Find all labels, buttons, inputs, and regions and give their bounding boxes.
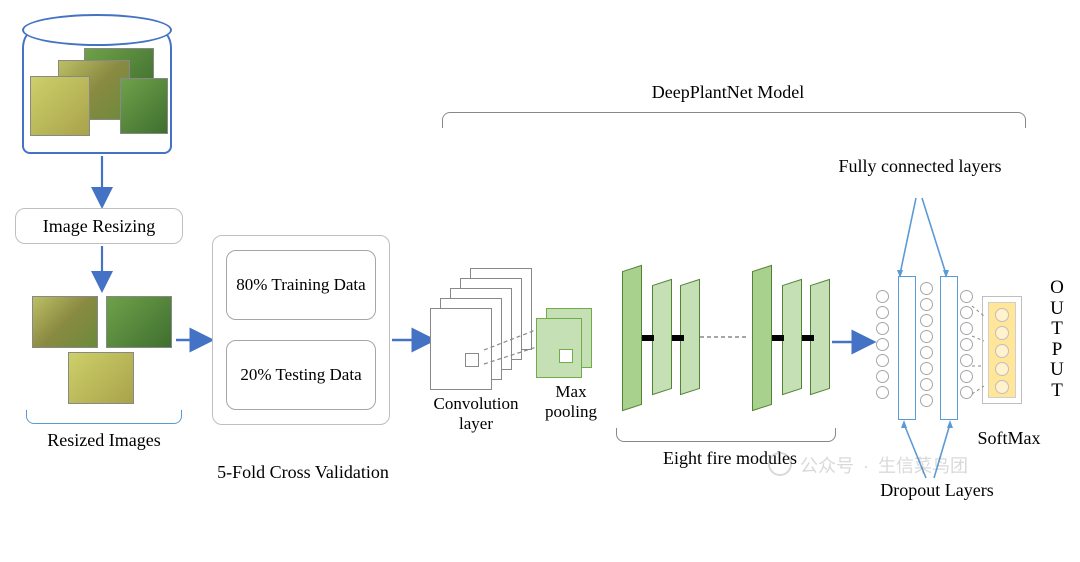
fc-bar-1 — [898, 276, 916, 420]
dropout-label: Dropout Layers — [852, 480, 1022, 501]
test-label: 20% Testing Data — [240, 365, 361, 385]
node-l-4 — [876, 338, 889, 351]
fire-conn-2a — [772, 335, 784, 341]
cv-title: 5-Fold Cross Validation — [198, 462, 408, 483]
fc-pointer-lines — [880, 198, 970, 278]
output-u1: U — [1042, 299, 1072, 320]
dashed-fc-lines — [972, 296, 986, 404]
node-l-2 — [876, 306, 889, 319]
node-m-7 — [920, 378, 933, 391]
watermark-icon — [768, 452, 792, 476]
model-label-text: DeepPlantNet Model — [652, 82, 804, 102]
fire-conn-2b — [802, 335, 814, 341]
resized-images-text: Resized Images — [47, 430, 160, 450]
maxpool-label: Max pooling — [528, 382, 614, 421]
train-box: 80% Training Data — [226, 250, 376, 320]
dataset-leaf-3 — [30, 76, 90, 136]
output-t2: T — [1042, 381, 1072, 402]
arrow-dataset-to-resize — [92, 156, 112, 208]
fire-2b — [782, 279, 802, 395]
output-label: O U T P U T — [1042, 278, 1072, 401]
fire-conn-1a — [642, 335, 654, 341]
node-m-4 — [920, 330, 933, 343]
node-l-3 — [876, 322, 889, 335]
fc-label-text: Fully connected layers — [839, 156, 1002, 176]
output-t1: T — [1042, 319, 1072, 340]
node-m-3 — [920, 314, 933, 327]
cv-title-text: 5-Fold Cross Validation — [217, 462, 389, 482]
image-resizing-box: Image Resizing — [15, 208, 183, 244]
model-label: DeepPlantNet Model — [578, 82, 878, 103]
test-box: 20% Testing Data — [226, 340, 376, 410]
arrow-resize-to-resized — [92, 246, 112, 292]
snode-4 — [995, 362, 1009, 376]
fire-2a — [752, 265, 772, 411]
dataset-leaf-4 — [120, 78, 168, 134]
node-l-5 — [876, 354, 889, 367]
node-m-6 — [920, 362, 933, 375]
dropout-label-text: Dropout Layers — [880, 480, 993, 500]
resized-leaf-2 — [106, 296, 172, 348]
output-u2: U — [1042, 360, 1072, 381]
fire-conn-1b — [672, 335, 684, 341]
node-m-2 — [920, 298, 933, 311]
watermark-text-1: 公众号 — [800, 456, 854, 476]
node-m-5 — [920, 346, 933, 359]
image-resizing-label: Image Resizing — [43, 216, 155, 236]
train-label: 80% Training Data — [236, 275, 365, 295]
softmax-label-text: SoftMax — [978, 428, 1041, 448]
resized-images-brace — [26, 410, 182, 424]
watermark-text-2: 生信菜鸟团 — [878, 456, 968, 476]
model-brace — [442, 112, 1026, 128]
node-l-1 — [876, 290, 889, 303]
softmax-label: SoftMax — [966, 428, 1052, 449]
arrow-resized-to-cv — [176, 330, 212, 350]
pool-layer-1 — [536, 318, 582, 378]
conv-layer-1 — [430, 308, 492, 390]
fire-brace — [616, 428, 836, 442]
dataset-cylinder-top — [22, 14, 172, 46]
conv-label: Convolution layer — [416, 394, 536, 433]
arrow-fire-to-fc — [832, 332, 874, 352]
arrow-cv-to-conv — [392, 330, 434, 350]
dashed-fire-gap — [700, 332, 748, 342]
output-p: P — [1042, 340, 1072, 361]
conv-label-text: Convolution layer — [433, 394, 518, 433]
snode-5 — [995, 380, 1009, 394]
resized-images-label: Resized Images — [20, 430, 188, 451]
fc-bar-2 — [940, 276, 958, 420]
snode-1 — [995, 308, 1009, 322]
snode-2 — [995, 326, 1009, 340]
watermark-text: 公众号 · 生信菜鸟团 — [800, 452, 968, 478]
output-o1: O — [1042, 278, 1072, 299]
resized-leaf-3 — [68, 352, 134, 404]
fc-label: Fully connected layers — [820, 156, 1020, 177]
resized-leaf-1 — [32, 296, 98, 348]
node-m-8 — [920, 394, 933, 407]
node-m-1 — [920, 282, 933, 295]
node-l-7 — [876, 386, 889, 399]
maxpool-label-text: Max pooling — [545, 382, 597, 421]
snode-3 — [995, 344, 1009, 358]
fire-1a — [622, 265, 642, 411]
node-l-6 — [876, 370, 889, 383]
fire-1b — [652, 279, 672, 395]
